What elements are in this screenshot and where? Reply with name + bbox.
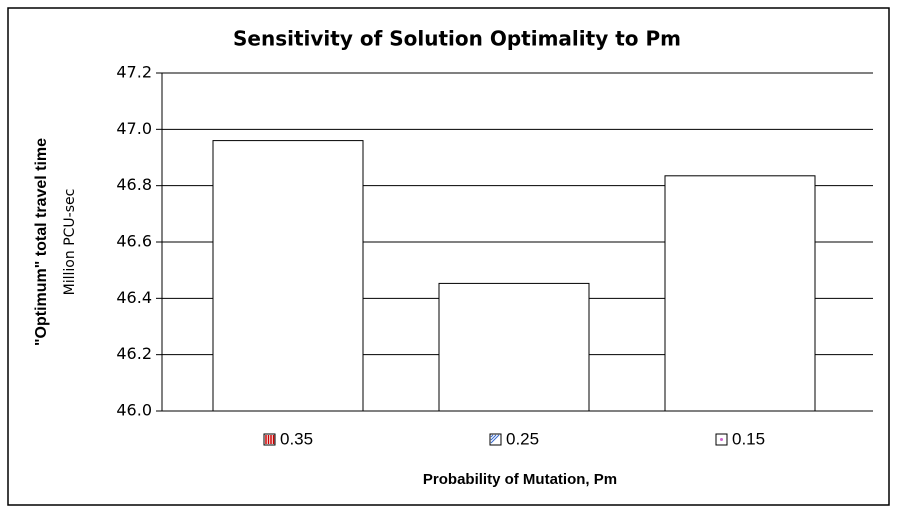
y-tick-label: 46.6	[116, 232, 152, 251]
y-tick-label: 46.4	[116, 288, 152, 307]
legend-icon-dot	[720, 438, 723, 441]
y-tick-label: 46.0	[116, 401, 152, 420]
y-axis-unit: Million PCU-sec	[62, 189, 78, 296]
bar	[664, 175, 816, 412]
y-tick-label: 46.8	[116, 175, 152, 194]
legend-icon	[263, 433, 276, 446]
legend-icon-hatch	[490, 434, 494, 438]
legend-icon-hatch	[490, 434, 497, 441]
y-tick-label: 47.0	[116, 119, 152, 138]
chart-title: Sensitivity of Solution Optimality to Pm	[233, 27, 681, 51]
bar	[212, 140, 364, 412]
legend-icon	[489, 433, 502, 446]
x-tick-label: 0.15	[732, 429, 765, 448]
y-tick-label: 47.2	[116, 63, 152, 82]
x-axis-label: Probability of Mutation, Pm	[423, 471, 617, 488]
x-tick-label: 0.25	[506, 429, 539, 448]
y-tick-label: 46.2	[116, 344, 152, 363]
bar	[438, 282, 590, 412]
x-tick-label: 0.35	[280, 429, 313, 448]
y-axis-label: "Optimum" total travel time	[33, 138, 50, 346]
legend-icon-hatch	[490, 434, 500, 444]
